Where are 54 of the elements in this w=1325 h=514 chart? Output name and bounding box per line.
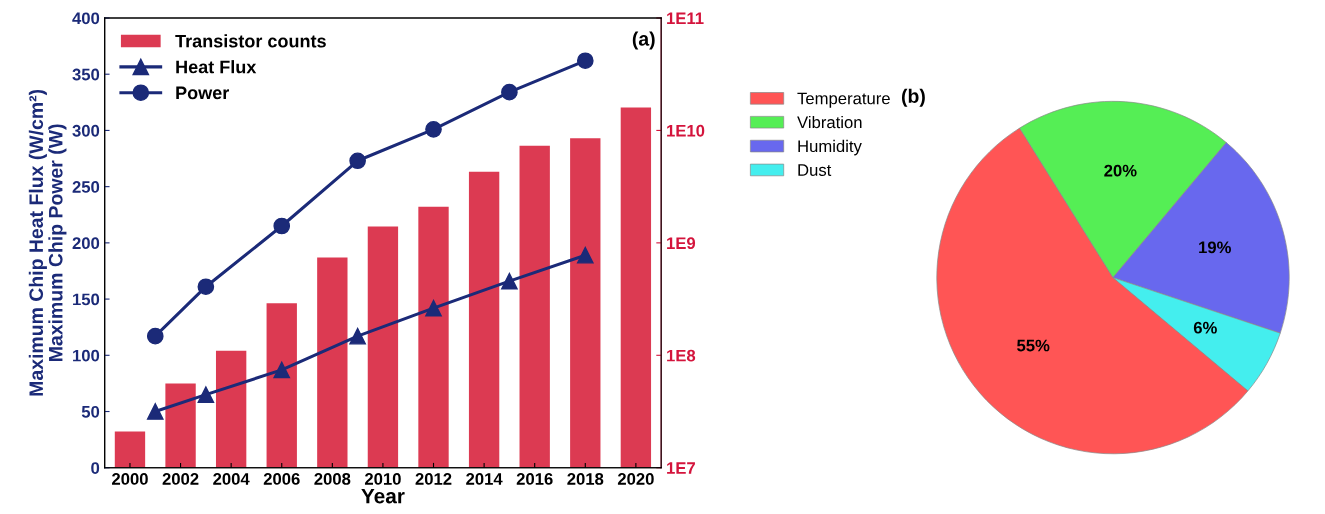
y-tick-label: 50: [81, 405, 100, 418]
y-tick-label: 100: [73, 349, 100, 362]
x-tick-label: 2000: [112, 473, 148, 485]
data-label: 20%: [1104, 164, 1137, 177]
point: [197, 278, 215, 296]
legend-label: Humidity: [798, 139, 862, 156]
point: [425, 120, 442, 138]
point: [501, 272, 518, 290]
y2-tick-label: 1E7: [667, 462, 695, 474]
legend-label: Vibration: [797, 115, 862, 129]
x-tick-label: 2006: [263, 473, 300, 485]
point: [501, 83, 518, 101]
point: [576, 52, 594, 70]
point: [273, 361, 291, 379]
x-tick-label: 2014: [466, 473, 503, 485]
y2-tick-label: 1E10: [667, 124, 705, 137]
y-tick-label: 0: [91, 462, 100, 474]
y2-tick-label: 1E9: [667, 237, 696, 250]
data-label: 19%: [1199, 241, 1231, 254]
x-tick-label: 2010: [364, 473, 401, 485]
x-tick-label: 2002: [162, 473, 199, 485]
y-axis-title: Maximum Chip Heat Flux (W/cm²) Maximum Chip Power (W): [28, 89, 67, 396]
y-tick-label: 400: [72, 12, 100, 25]
data-label: 6%: [1193, 321, 1217, 334]
point: [576, 246, 594, 264]
point: [349, 327, 366, 345]
x-tick-label: 2008: [314, 473, 351, 485]
point: [197, 386, 215, 403]
y-tick-label: 200: [72, 237, 100, 250]
point: [273, 217, 291, 235]
point: [146, 327, 164, 345]
data-label: 55%: [1017, 339, 1050, 352]
y2-tick-label: 1E8: [667, 349, 696, 362]
legend-label: Power: [176, 86, 229, 100]
point: [349, 152, 366, 170]
y2-tick-label: 1E11: [667, 12, 704, 25]
x-tick-label: 2012: [415, 473, 452, 485]
legend-label: Dust: [798, 164, 832, 176]
legend-label: Transistor counts: [175, 34, 326, 48]
y-tick-label: 300: [72, 124, 100, 137]
text: (b): [901, 88, 925, 107]
y-tick-label: 150: [73, 293, 100, 306]
legend-label: Heat Flux: [176, 60, 257, 74]
y-tick-label: 250: [72, 181, 100, 193]
y-tick-label: 350: [72, 68, 100, 81]
x-axis-title: Year: [361, 488, 405, 504]
point: [425, 299, 442, 317]
point: [146, 403, 164, 420]
x-tick-label: 2018: [567, 473, 604, 485]
x-tick-label: 2016: [516, 473, 553, 485]
annotation: (a): [632, 31, 655, 50]
x-tick-label: 2020: [617, 473, 654, 485]
legend-label: Temperature: [797, 92, 890, 108]
x-tick-label: 2004: [213, 473, 250, 485]
